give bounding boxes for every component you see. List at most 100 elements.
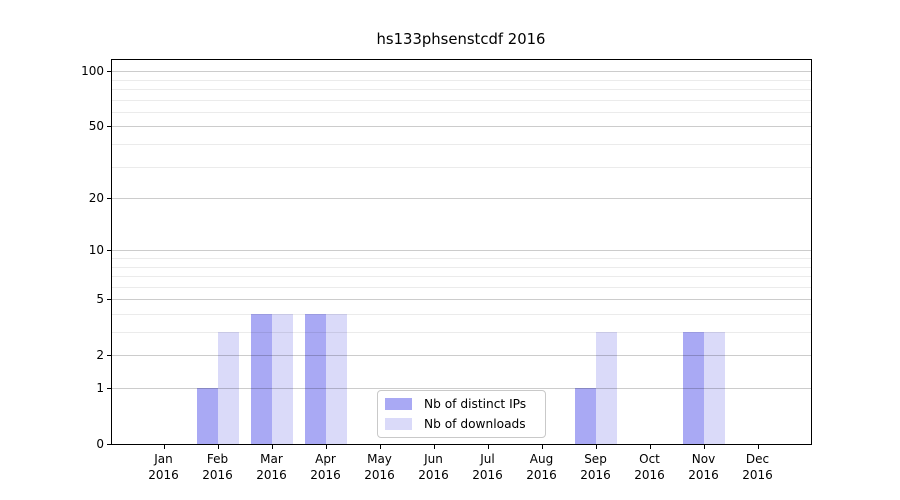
x-axis-tick-mark [487,445,489,449]
y-axis-tick-mark [107,444,111,445]
bar-downloads [703,332,725,444]
x-tick-month: Jan [154,452,173,466]
x-axis-tick-label: Jun 2016 [407,452,461,483]
x-axis-tick-label: May 2016 [353,452,407,483]
bar-downloads [271,313,293,444]
legend-label-distinct-ips: Nb of distinct IPs [424,397,527,412]
bar-downloads [217,332,239,444]
x-tick-year: 2016 [364,467,395,482]
gridline-minor [112,111,811,113]
x-axis-tick-mark [595,445,597,449]
bar-distinct-ips [682,332,704,444]
y-axis-tick-label: 2 [96,348,104,363]
bar-distinct-ips [304,313,326,444]
x-tick-year: 2016 [310,467,341,482]
x-tick-year: 2016 [688,467,719,482]
x-tick-year: 2016 [148,467,179,482]
x-axis-tick-label: Apr 2016 [299,452,353,483]
x-tick-month: Nov [691,452,716,466]
x-axis-tick-label: Sep 2016 [569,452,623,483]
legend-swatch-downloads-icon [385,417,412,430]
x-tick-year: 2016 [418,467,449,482]
x-axis-tick-label: Jul 2016 [461,452,515,483]
y-axis-tick-mark [107,71,111,72]
x-tick-month: Aug [529,452,554,466]
y-axis-tick-mark [107,126,111,127]
x-tick-month: Apr [315,452,336,466]
legend-label-downloads: Nb of downloads [424,416,526,431]
y-axis-tick-mark [107,388,111,389]
x-tick-month: Jun [424,452,443,466]
bar-downloads [595,332,617,444]
gridline-major [112,354,811,356]
gridline-minor [112,331,811,333]
gridline-minor [112,286,811,288]
x-axis-tick-mark [703,445,705,449]
x-axis-tick-mark [379,445,381,449]
gridline-minor [112,79,811,81]
y-axis-tick-label: 100 [81,64,104,79]
x-tick-month: Feb [206,452,229,466]
gridline-major [112,70,811,72]
gridline-minor [112,99,811,101]
y-axis-tick-mark [107,198,111,199]
gridline-minor [112,166,811,168]
x-axis-tick-mark [271,445,273,449]
gridline-major [112,249,811,251]
x-tick-month: Jul [480,452,495,466]
y-axis-tick-label: 50 [88,119,104,134]
x-tick-year: 2016 [202,467,233,482]
x-axis-tick-mark [163,445,165,449]
x-axis-tick-label: Jan 2016 [137,452,191,483]
gridline-minor [112,275,811,277]
gridline-major [112,298,811,300]
gridline-major [112,125,811,127]
x-tick-month: Sep [584,452,607,466]
bar-distinct-ips [574,388,596,444]
gridline-minor [112,88,811,90]
x-axis-tick-mark [325,445,327,449]
x-axis-tick-label: Mar 2016 [245,452,299,483]
x-tick-year: 2016 [580,467,611,482]
y-axis-tick-label: 0 [96,437,104,451]
bar-downloads [325,313,347,444]
legend-entry-distinct-ips: Nb of distinct IPs [378,396,545,412]
x-axis-tick-mark [541,445,543,449]
x-axis-tick-mark [649,445,651,449]
y-axis-tick-mark [107,355,111,356]
x-axis-tick-label: Aug 2016 [515,452,569,483]
y-axis-tick-label: 20 [88,191,104,206]
gridline-major [112,387,811,389]
x-tick-year: 2016 [256,467,287,482]
x-tick-month: Dec [745,452,770,466]
legend-entry-downloads: Nb of downloads [378,416,545,432]
gridline-minor [112,257,811,259]
x-axis-tick-label: Feb 2016 [191,452,245,483]
y-axis-tick-label: 1 [96,381,104,395]
gridline-minor [112,313,811,315]
x-tick-year: 2016 [526,467,557,482]
x-axis-tick-label: Oct 2016 [623,452,677,483]
x-tick-year: 2016 [472,467,503,482]
legend: Nb of distinct IPs Nb of downloads [377,390,546,438]
y-axis-tick-label: 10 [88,243,104,258]
gridline-minor [112,143,811,145]
legend-swatch-distinct-ips-icon [385,398,412,411]
x-tick-month: Mar [260,452,283,466]
chart-title: hs133phsenstcdf 2016 [376,31,546,48]
x-tick-month: Oct [639,452,660,466]
x-axis-tick-mark [433,445,435,449]
x-tick-year: 2016 [634,467,665,482]
plot-area [111,59,812,445]
bar-distinct-ips [196,388,218,444]
x-axis-tick-mark [217,445,219,449]
y-axis-tick-mark [107,299,111,300]
gridline-minor [112,266,811,268]
y-axis-tick-label: 5 [96,292,104,307]
x-axis-tick-label: Dec 2016 [731,452,785,483]
gridline-major [112,197,811,199]
x-axis-tick-label: Nov 2016 [677,452,731,483]
x-tick-month: May [367,452,392,466]
bar-distinct-ips [250,313,272,444]
